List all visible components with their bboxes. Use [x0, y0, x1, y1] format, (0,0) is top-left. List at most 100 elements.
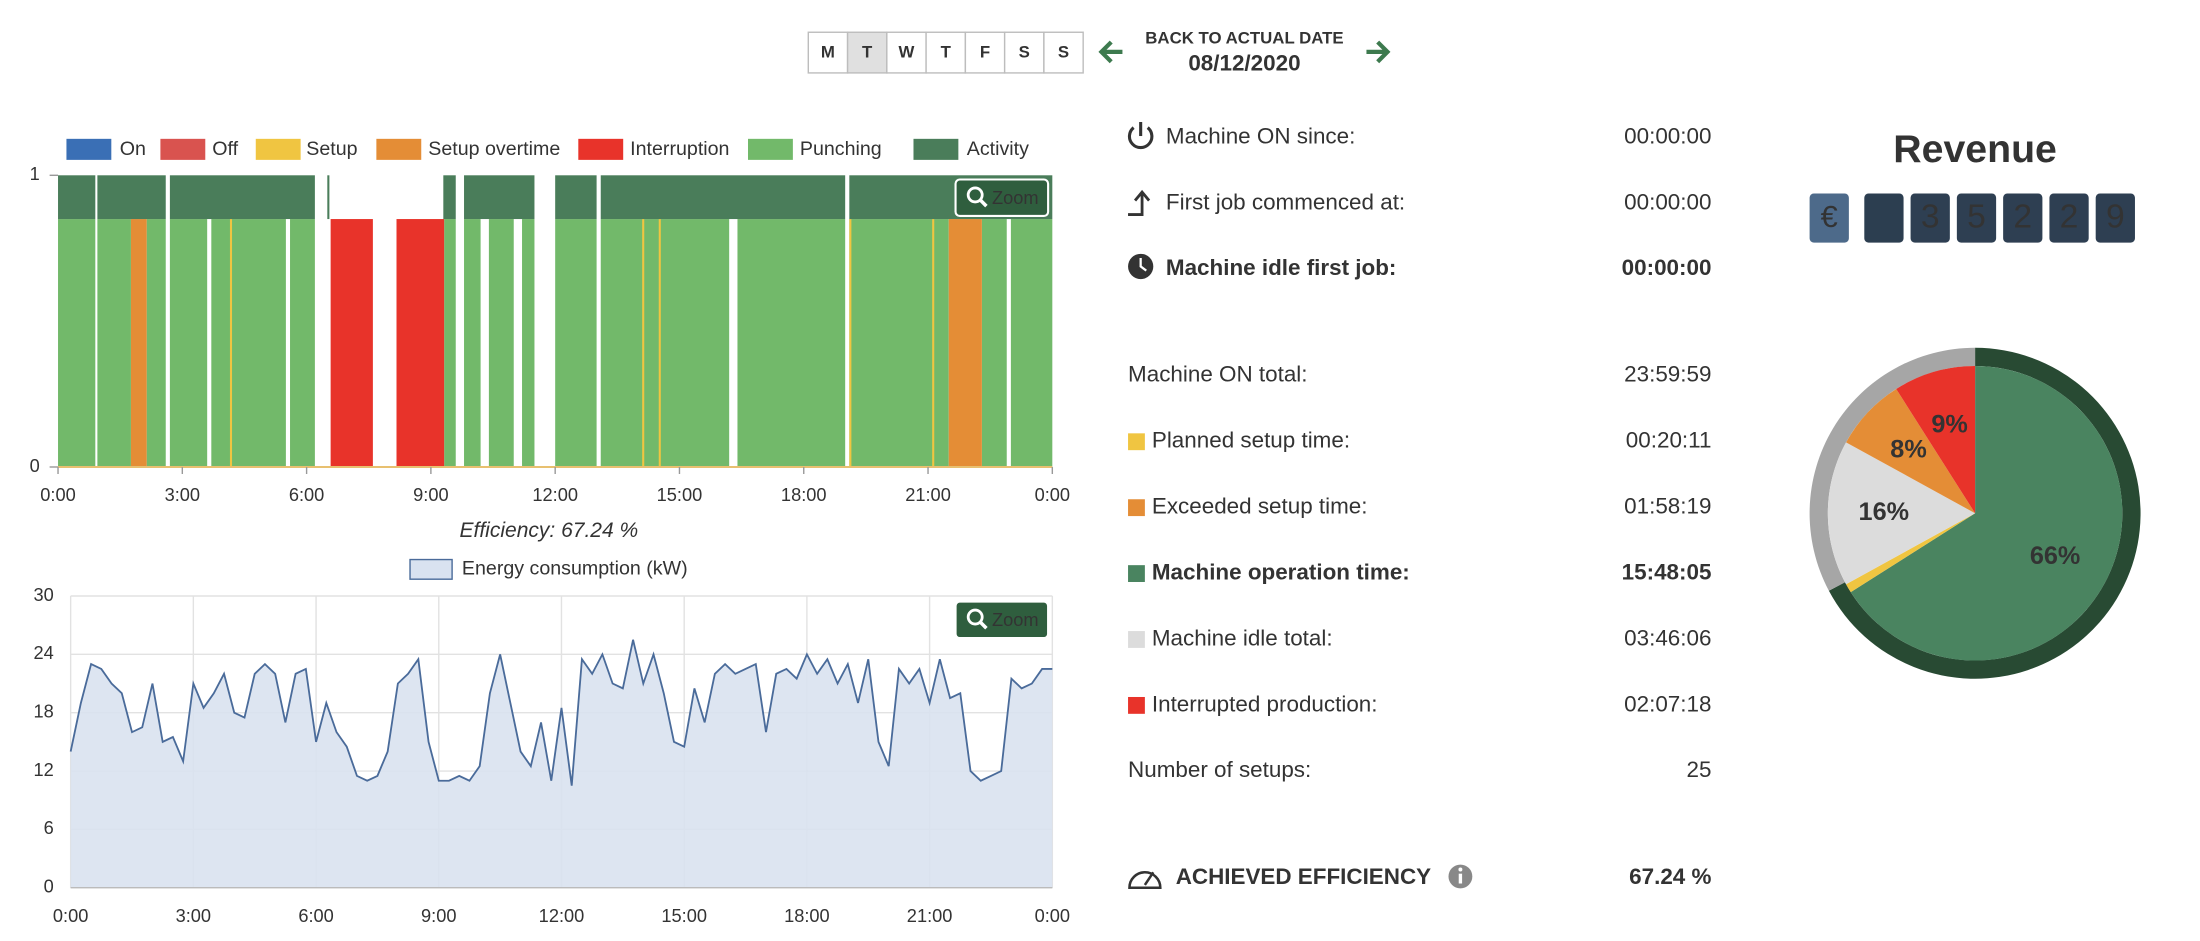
zoom-icon — [966, 186, 984, 204]
pie-slice — [1896, 366, 1976, 514]
x-tick-label: 0:00 — [40, 484, 75, 505]
legend-swatch — [409, 558, 453, 580]
legend-swatch — [66, 138, 112, 160]
stat-value: 00:20:11 — [1626, 428, 1712, 453]
y-tick-label: 0 — [44, 876, 54, 897]
back-to-date: BACK TO ACTUAL DATE — [1145, 29, 1343, 48]
timeline-segment — [555, 219, 597, 467]
x-tick-label: 9:00 — [413, 484, 448, 505]
zoom-button[interactable]: Zoom — [954, 600, 1050, 640]
zoom-button[interactable]: Zoom — [954, 178, 1050, 218]
y-tick-label: 6 — [44, 817, 54, 838]
zoom-label: Zoom — [992, 609, 1039, 630]
digit-box — [2003, 193, 2043, 243]
revenue-title: Revenue — [1893, 127, 2057, 171]
icon-gauge — [1128, 871, 1162, 889]
timeline-segment — [443, 175, 456, 220]
zoom-icon — [966, 608, 984, 626]
day-button[interactable]: T — [925, 31, 967, 74]
day-button[interactable]: W — [886, 31, 927, 74]
stat-label: Number of setups: — [1128, 757, 1311, 782]
timeline-segment — [642, 219, 645, 467]
y-tick-label: 0 — [30, 455, 40, 476]
legend-label: Setup — [306, 138, 357, 160]
timeline-segment — [169, 175, 315, 220]
timeline-segment — [737, 219, 846, 467]
day-button[interactable]: S — [1043, 31, 1084, 74]
stat-label: Machine operation time: — [1152, 559, 1410, 584]
day-button-bg — [886, 31, 927, 74]
pie-slice — [1846, 388, 1976, 514]
zoom-icon-handle — [979, 621, 988, 630]
day-button[interactable]: M — [807, 31, 849, 74]
y-tick-label: 24 — [34, 642, 54, 663]
icon-clock-hands — [1139, 258, 1147, 272]
stat-value: 02:07:18 — [1624, 691, 1711, 716]
stat-value: 25 — [1686, 757, 1711, 782]
timeline-segment — [229, 219, 233, 467]
stat-label: Machine idle total: — [1152, 625, 1333, 650]
timeline-segment — [146, 219, 166, 467]
timeline-segment — [555, 175, 597, 220]
timeline-segment — [849, 219, 852, 467]
efficiency-caption: Efficiency: 67.24 % — [459, 519, 638, 542]
timeline-segment — [211, 219, 286, 467]
stat-label: First job commenced at: — [1166, 189, 1405, 214]
stat-value: 00:00:00 — [1624, 123, 1711, 148]
timeline-segment — [396, 219, 445, 467]
y-tick-label: 30 — [34, 584, 54, 605]
timeline-segment — [58, 175, 96, 220]
legend-label: Energy consumption (kW) — [462, 558, 688, 580]
digit-box — [1956, 193, 1997, 243]
pie-label: 16% — [1859, 498, 1910, 526]
legend-label: Punching — [800, 138, 882, 160]
timeline-segment — [488, 219, 514, 467]
day-button-bg — [1043, 31, 1084, 74]
legend-label: On — [120, 138, 146, 160]
icon-arrow — [1128, 189, 1151, 216]
prev-arrow[interactable] — [1098, 40, 1123, 64]
pie-label: 66% — [2030, 542, 2081, 570]
info-icon-stem — [1458, 873, 1463, 884]
revenue-digit: 5 — [1967, 199, 1986, 236]
timeline-segment — [290, 219, 315, 467]
x-tick-label: 0:00 — [53, 905, 88, 926]
x-tick-label: 6:00 — [289, 484, 324, 505]
x-tick-label: 18:00 — [784, 905, 830, 926]
digit-box — [1910, 193, 1950, 243]
pie-slice — [1827, 442, 1976, 585]
stat-label: Machine idle first job: — [1166, 255, 1396, 280]
x-tick-label: 12:00 — [539, 905, 585, 926]
day-button[interactable]: S — [1003, 31, 1045, 74]
legend-label: Activity — [967, 138, 1029, 160]
timeline-segment — [600, 219, 730, 467]
efficiency-value: 67.24 % — [1629, 864, 1711, 889]
efficiency-label: ACHIEVED EFFICIENCY — [1176, 864, 1431, 889]
next-arrow[interactable] — [1366, 40, 1391, 64]
legend-square — [1128, 499, 1145, 517]
icon-power — [1127, 126, 1154, 150]
zoom-icon-handle — [979, 199, 988, 208]
digit-box — [2095, 193, 2135, 243]
day-button[interactable]: T — [846, 31, 888, 74]
timeline-segment — [981, 219, 1007, 467]
legend-square — [1128, 696, 1145, 714]
x-tick-label: 21:00 — [905, 484, 951, 505]
x-tick-label: 12:00 — [532, 484, 578, 505]
timeline-segment — [327, 175, 330, 220]
currency: € — [1821, 199, 1838, 234]
legend-label: Off — [212, 138, 238, 160]
timeline-segment — [932, 219, 935, 467]
stat-value: 00:00:00 — [1624, 189, 1711, 214]
legend-swatch — [160, 138, 206, 160]
x-tick-label: 9:00 — [421, 905, 456, 926]
day-button-bg — [1003, 31, 1045, 74]
info-icon-dot — [1458, 867, 1463, 872]
currency-box — [1809, 193, 1849, 243]
legend-swatch — [255, 138, 301, 160]
ring-segment — [1809, 347, 1976, 591]
day-button[interactable]: F — [964, 31, 1006, 74]
x-tick-label: 0:00 — [1035, 484, 1070, 505]
